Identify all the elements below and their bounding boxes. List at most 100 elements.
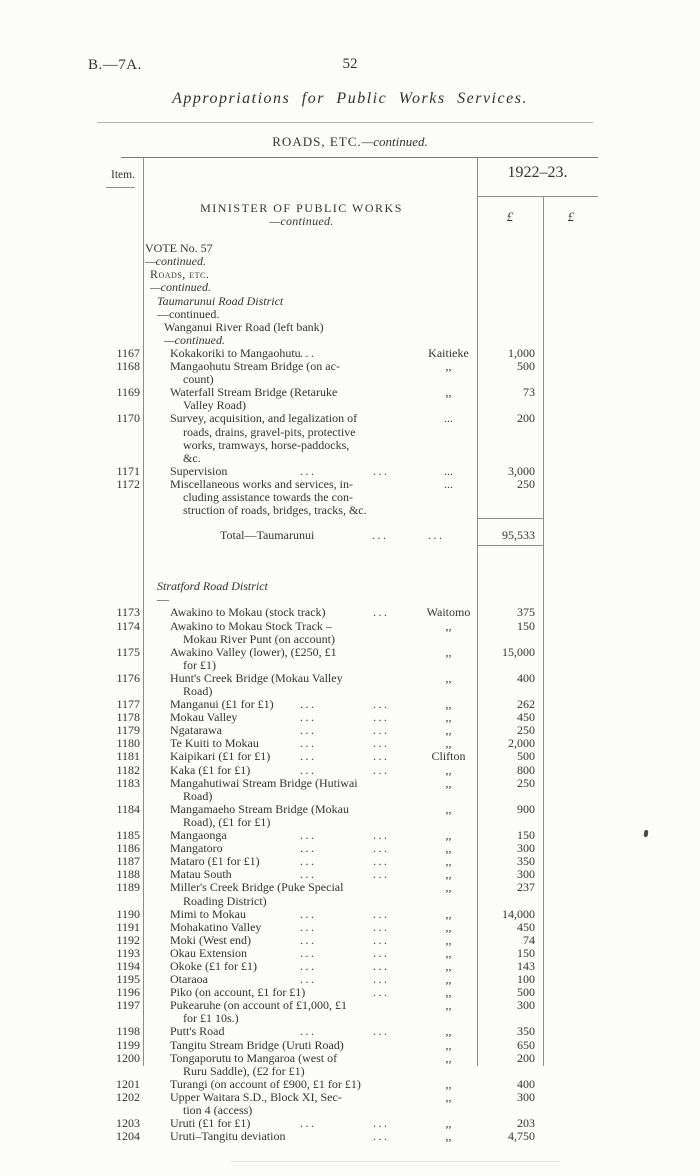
description: Pukearuhe (on account of £1,000, £1 for £… bbox=[143, 999, 420, 1025]
table-row: 1196 Piko (on account, £1 for £1)...,, 500 bbox=[88, 986, 599, 999]
description-line: struction of roads, bridges, tracks, &c. bbox=[183, 503, 367, 518]
locality: ,, bbox=[445, 972, 452, 987]
leader-dots: ... bbox=[300, 697, 317, 712]
sub-heading: VOTE No. 57 —continued. bbox=[143, 242, 420, 268]
description: Moki (West end)...... bbox=[143, 933, 420, 947]
description-line: Awakino Valley (lower), (£250, £1 bbox=[170, 644, 337, 659]
leader-dots: ... bbox=[300, 906, 317, 921]
locality: ,, bbox=[445, 932, 452, 947]
item-number: 1191 bbox=[116, 919, 140, 934]
sub-heading: Taumarunui Road District —continued. bbox=[143, 294, 420, 321]
description-line: Roading District) bbox=[183, 893, 267, 908]
amount: 800 bbox=[517, 762, 535, 777]
item-number: 1202 bbox=[116, 1089, 140, 1104]
description: Uruti–Tangitu deviation... bbox=[143, 1130, 420, 1143]
description-line: &c. bbox=[183, 450, 201, 465]
description: Miscellaneous works and services, in-clu… bbox=[143, 477, 420, 518]
amount: 500 bbox=[517, 359, 535, 374]
description: Wanganui River Road (left bank) —continue… bbox=[143, 320, 420, 347]
leader-dots: ... bbox=[300, 854, 317, 869]
table-row: 1202 Upper Waitara S.D., Block XI, Sec-ti… bbox=[88, 1089, 599, 1117]
locality: ,, bbox=[445, 736, 452, 751]
leader-dots: ... bbox=[300, 972, 317, 987]
amount: 300 bbox=[517, 998, 535, 1013]
description-line: Matau South...... bbox=[170, 867, 390, 882]
section-heading: ROADS, ETC.—continued. bbox=[0, 134, 700, 150]
description-line: Road), (£1 for £1) bbox=[183, 814, 271, 829]
locality: ,, bbox=[445, 359, 452, 374]
description: Te Kuiti to Mokau...... bbox=[143, 737, 420, 750]
amount-column-rule bbox=[543, 197, 544, 1066]
ink-mark bbox=[643, 829, 649, 838]
table-row: 1175 Awakino Valley (lower), (£250, £1 for… bbox=[88, 644, 599, 672]
description-line: Mokau Valley...... bbox=[170, 710, 390, 725]
table-row: Wanganui River Road (left bank) —continue… bbox=[88, 320, 599, 347]
currency-symbol-col2: £ bbox=[567, 209, 575, 224]
description: Total—Taumarunui...... bbox=[143, 528, 442, 543]
locality: ,, bbox=[445, 958, 452, 973]
table-row: 1180 Te Kuiti to Mokau......,, 2,000 bbox=[88, 737, 599, 750]
sub-heading-continued: —continued. bbox=[164, 332, 225, 347]
description: Mohakatino Valley...... bbox=[143, 920, 420, 934]
amount: 73 bbox=[523, 385, 535, 400]
leader-dots: ... bbox=[373, 854, 390, 869]
description-line: Turangi (on account of £900, £1 for £1) bbox=[170, 1076, 361, 1091]
description: Okoke (£1 for £1)...... bbox=[143, 958, 420, 973]
leader-dots: ... bbox=[300, 345, 317, 360]
table-row: 1172 Miscellaneous works and services, in… bbox=[88, 476, 599, 518]
locality: Kaitieke bbox=[428, 345, 469, 360]
table-row: 1168 Mangaohutu Stream Bridge (on ac-coun… bbox=[88, 359, 599, 386]
description: Putt's Road...... bbox=[143, 1025, 420, 1038]
description-line: Kaipikari (£1 for £1)...... bbox=[170, 749, 390, 764]
locality: ,, bbox=[445, 775, 452, 790]
locality: ,, bbox=[445, 906, 452, 921]
table-row: 1170 Survey, acquisition, and legalizatio… bbox=[88, 412, 599, 464]
locality: ,, bbox=[445, 385, 452, 400]
sub-heading-continued: —continued. bbox=[157, 306, 220, 321]
locality: ,, bbox=[445, 1024, 452, 1039]
leader-dots: ... bbox=[300, 710, 317, 725]
description: Otaraoa...... bbox=[143, 972, 420, 987]
leader-dots: ... bbox=[300, 945, 317, 960]
table-row: Stratford Road District — bbox=[88, 580, 599, 606]
leader-dots: ... bbox=[300, 463, 317, 478]
description: Taumarunui Road District —continued. bbox=[143, 294, 420, 321]
description: VOTE No. 57 —continued. bbox=[143, 242, 420, 268]
description: Mangamaeho Stream Bridge (Mokau Road), (£… bbox=[143, 802, 420, 829]
item-number: 1193 bbox=[116, 945, 140, 960]
amount: 200 bbox=[517, 411, 535, 426]
item-number: 1177 bbox=[116, 697, 140, 712]
description: Miller's Creek Bridge (Puke Special Roadi… bbox=[143, 881, 420, 907]
description-line: Awakino to Mokau (stock track)... bbox=[170, 605, 390, 620]
leader-dots: ... bbox=[373, 972, 390, 987]
locality: ... bbox=[444, 476, 453, 491]
item-number: 1184 bbox=[116, 801, 140, 816]
item-number: 1195 bbox=[116, 972, 140, 987]
description-line: Putt's Road...... bbox=[170, 1024, 390, 1039]
locality: ,, bbox=[445, 1116, 452, 1131]
leader-dots: ... bbox=[373, 958, 390, 973]
amount: 203 bbox=[517, 1116, 535, 1131]
leader-dots: ... bbox=[373, 906, 390, 921]
table-row: MINISTER OF PUBLIC WORKS —continued. bbox=[88, 201, 599, 228]
title-divider-rule bbox=[97, 122, 593, 123]
sub-heading-main: Stratford Road District bbox=[157, 579, 268, 594]
amount: 143 bbox=[517, 958, 535, 973]
year-header-underline bbox=[477, 196, 598, 197]
description-line: Ngatarawa...... bbox=[170, 723, 390, 738]
item-number: 1185 bbox=[116, 828, 140, 843]
leader-dots: ... bbox=[373, 723, 390, 738]
table-row: Roads, etc. —continued. bbox=[88, 268, 599, 294]
locality: ,, bbox=[445, 985, 452, 1000]
description-line: Mimi to Mokau...... bbox=[170, 906, 390, 921]
description: Upper Waitara S.D., Block XI, Sec-tion 4… bbox=[143, 1090, 420, 1117]
item-column-rule bbox=[143, 158, 144, 1066]
table-row: 1187 Mataro (£1 for £1)......,, 350 bbox=[88, 855, 599, 868]
leader-dots: ... bbox=[372, 528, 389, 543]
description-line: Hunt's Creek Bridge (Mokau Valley bbox=[170, 670, 343, 685]
item-number: 1173 bbox=[116, 605, 140, 620]
locality: ,, bbox=[445, 697, 452, 712]
description-line: Supervision...... bbox=[170, 463, 390, 478]
description: Piko (on account, £1 for £1)... bbox=[143, 986, 420, 999]
